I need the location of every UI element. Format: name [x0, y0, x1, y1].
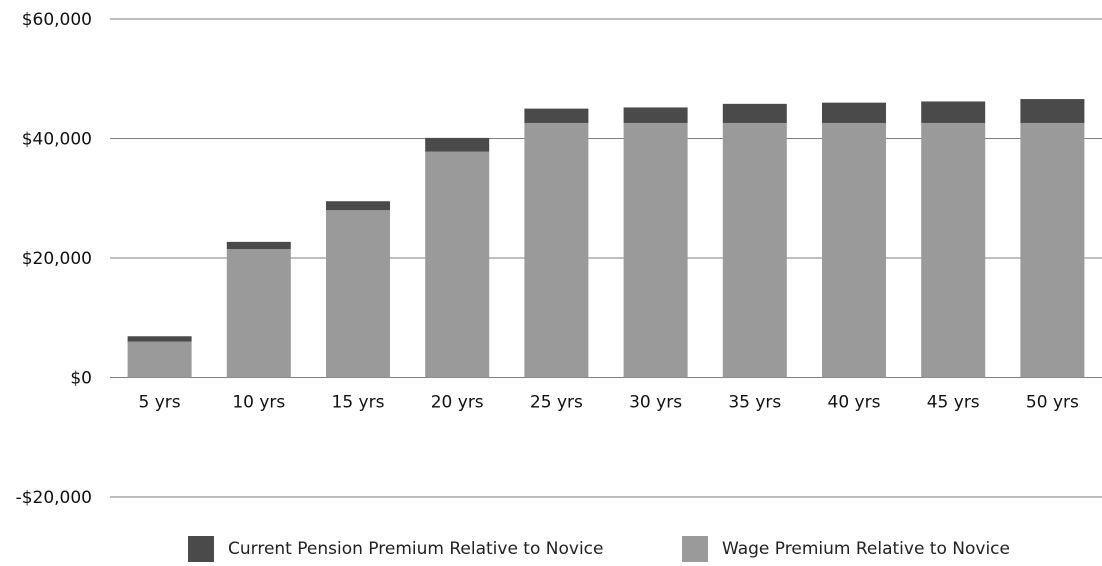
- bars: [127, 99, 1085, 378]
- x-tick-label: 20 yrs: [431, 393, 484, 413]
- legend-label-wage: Wage Premium Relative to Novice: [722, 539, 1010, 559]
- bar-segment: [921, 101, 986, 123]
- bar-segment: [226, 249, 291, 378]
- bar-segment: [425, 151, 490, 378]
- y-tick-label: $0: [70, 369, 92, 389]
- bar-segment: [722, 103, 787, 123]
- y-tick-label: $40,000: [22, 130, 92, 150]
- bar-segment: [1020, 122, 1085, 378]
- bar-segment: [623, 107, 688, 123]
- bar-segment: [524, 108, 589, 123]
- legend-item-pension: Current Pension Premium Relative to Novi…: [188, 536, 603, 562]
- x-tick-label: 25 yrs: [530, 393, 583, 413]
- bar-segment: [226, 241, 291, 250]
- x-tick-label: 5 yrs: [139, 393, 181, 413]
- y-axis-ticks: $60,000 $40,000 $20,000 $0 -$20,000: [16, 10, 92, 508]
- bar-segment: [822, 102, 886, 123]
- y-tick-label: $20,000: [22, 249, 92, 269]
- bar-segment: [1020, 99, 1085, 123]
- bar-segment: [425, 137, 490, 152]
- legend: Current Pension Premium Relative to Novi…: [0, 536, 1102, 566]
- x-tick-label: 50 yrs: [1026, 393, 1079, 413]
- x-tick-label: 30 yrs: [629, 393, 682, 413]
- x-axis-ticks: 5 yrs 10 yrs 15 yrs 20 yrs 25 yrs 30 yrs 35 yr…: [139, 393, 1079, 413]
- legend-swatch-pension: [188, 536, 214, 562]
- x-tick-label: 35 yrs: [728, 393, 781, 413]
- x-tick-label: 40 yrs: [828, 393, 881, 413]
- bar-segment: [326, 201, 390, 211]
- bar-segment: [127, 341, 192, 378]
- bar-segment: [822, 122, 886, 378]
- x-tick-label: 15 yrs: [332, 393, 385, 413]
- y-tick-label: -$20,000: [16, 488, 92, 508]
- bar-segment: [722, 122, 787, 378]
- y-tick-label: $60,000: [22, 10, 92, 30]
- x-tick-label: 45 yrs: [927, 393, 980, 413]
- bar-segment: [524, 122, 589, 378]
- bar-segment: [921, 122, 986, 378]
- bar-segment: [127, 336, 192, 342]
- stacked-bar-chart: $60,000 $40,000 $20,000 $0 -$20,000 5 yrs 10 …: [16, 10, 1102, 508]
- legend-item-wage: Wage Premium Relative to Novice: [682, 536, 1010, 562]
- legend-label-pension: Current Pension Premium Relative to Novi…: [228, 539, 604, 559]
- x-tick-label: 10 yrs: [232, 393, 285, 413]
- bar-segment: [326, 210, 390, 378]
- legend-swatch-wage: [682, 536, 708, 562]
- bar-segment: [623, 122, 688, 378]
